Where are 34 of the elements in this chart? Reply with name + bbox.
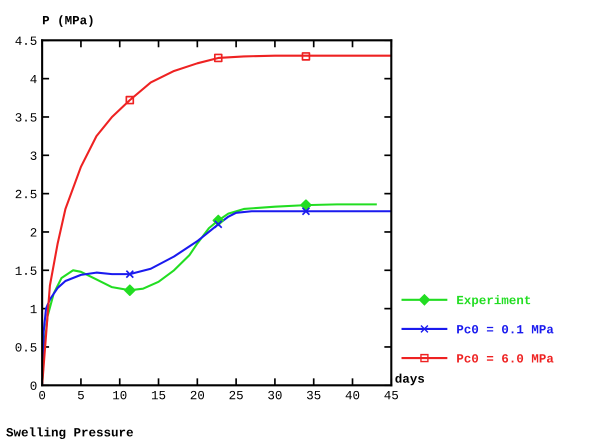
y-tick-label: 3: [30, 151, 36, 160]
x-tick-label: 15: [152, 390, 166, 400]
text: Swelling Pressure: [6, 427, 133, 440]
x-tick-label: 35: [306, 390, 320, 400]
x-tick-label: 25: [229, 390, 243, 400]
x-tick-label: 5: [78, 390, 84, 400]
y-tick-label: 1.5: [16, 266, 36, 275]
x-tick-label: 30: [268, 390, 282, 400]
x-tick-label: 40: [346, 390, 360, 400]
x-tick-label: 10: [113, 390, 126, 400]
y-tick-label: 1: [30, 304, 37, 314]
point: [126, 270, 134, 278]
x-axis-title: days: [395, 374, 424, 386]
point: [124, 284, 136, 296]
y-axis-title: P (MPa): [42, 15, 93, 27]
y-tick-label: 0: [30, 381, 37, 390]
point: [214, 54, 223, 62]
point: [214, 220, 223, 229]
y-tick-label: 0.5: [16, 343, 36, 352]
legend-label: Pc0 = 0.1 MPa: [457, 324, 554, 334]
y-tick-label: 4.5: [15, 36, 36, 45]
y-tick-label: 4: [30, 74, 37, 84]
point: [302, 52, 310, 61]
x-tick-label: 0: [39, 390, 46, 400]
legend-label: Experiment: [457, 295, 530, 307]
y-tick-label: 2: [30, 228, 36, 236]
x-tick-label: 20: [190, 390, 204, 400]
point: [300, 199, 312, 211]
point: [302, 206, 310, 216]
y-tick-label: 2.5: [16, 190, 36, 198]
point: [126, 96, 134, 104]
x-tick-label: 45: [384, 390, 398, 400]
legend-label: Pc0 = 6.0 MPa: [457, 354, 554, 363]
y-tick-label: 3.5: [16, 113, 36, 122]
